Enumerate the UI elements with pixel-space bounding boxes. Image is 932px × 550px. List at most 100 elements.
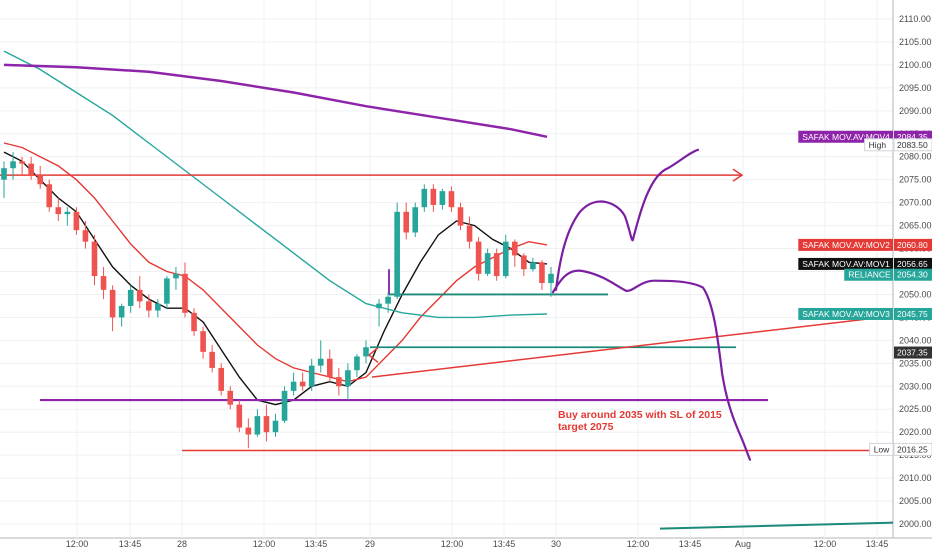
price-tag-value: 2083.50: [897, 140, 928, 150]
candle-body: [475, 241, 482, 274]
price-tag-value-bg: [893, 442, 932, 456]
candle-body: [354, 356, 360, 371]
price-tag-value: 2045.75: [897, 309, 928, 319]
candle-body: [100, 276, 107, 290]
candle-body: [376, 303, 382, 309]
x-tick-label: 12:00: [627, 539, 650, 549]
candle-body: [394, 211, 400, 297]
candle-body: [457, 207, 464, 226]
ma-line-mov2: [3, 142, 548, 383]
candle-body: [28, 163, 34, 176]
projection-path-1: [554, 148, 700, 291]
candle-body: [317, 358, 324, 366]
candle-body: [466, 225, 473, 242]
y-tick-label: 2065.00: [899, 221, 932, 231]
price-tag-name-bg: [798, 307, 893, 320]
resistance-arrowhead: [732, 168, 744, 182]
candle-body: [421, 188, 428, 208]
candle-body: [91, 241, 98, 277]
candle-body: [448, 191, 455, 208]
candle-body: [191, 312, 197, 332]
price-tag-value-bg: [894, 257, 932, 270]
x-tick-label: 30: [551, 539, 561, 549]
y-tick-label: 2075.00: [899, 175, 932, 185]
x-tick-label: Aug: [735, 539, 751, 549]
price-tag-name-bg: [869, 442, 894, 456]
projection-drawings: [551, 148, 752, 461]
candle-body: [363, 347, 369, 357]
candle-body: [493, 253, 500, 277]
candle-body: [521, 255, 527, 270]
candle-body: [272, 420, 279, 433]
candle-body: [109, 289, 116, 318]
candle-body: [1, 168, 7, 180]
candle-body: [82, 230, 89, 242]
candle-body: [412, 207, 419, 233]
y-tick-label: 2010.00: [899, 473, 932, 483]
price-tag-value: 2060.80: [897, 240, 928, 250]
candle-body: [502, 241, 509, 277]
price-tag-name-bg: [798, 257, 893, 270]
y-tick-label: 2020.00: [899, 427, 932, 437]
x-tick-label: 13:45: [866, 539, 889, 549]
candle-body: [484, 253, 491, 274]
chart-drawings: [0, 168, 894, 530]
candle-body: [227, 390, 234, 405]
price-tag-name: SAFAK MOV.AV:MOV2: [802, 240, 890, 250]
ma-line-mov3: [3, 50, 548, 319]
price-tag-name-bg: [864, 138, 894, 152]
x-tick-label: 12:00: [441, 539, 464, 549]
candle-body: [308, 365, 315, 387]
x-tick-label: 13:45: [305, 539, 328, 549]
candle-body: [73, 211, 80, 231]
price-tag-value-bg: [893, 138, 932, 152]
price-tag-value-bg: [894, 307, 932, 320]
candle-body: [281, 390, 288, 421]
y-tick-label: 2050.00: [899, 289, 932, 299]
candle-body: [530, 262, 536, 270]
y-tick-label: 2110.00: [899, 14, 931, 24]
y-tick-label: 2070.00: [899, 198, 932, 208]
candle-body: [236, 404, 243, 428]
price-tag-name-bg: [844, 268, 893, 281]
y-tick-label: 2025.00: [899, 404, 932, 414]
candlesticks: [1, 152, 554, 449]
projection-path-2: [551, 269, 752, 461]
y-tick-label: 2095.00: [899, 83, 932, 93]
price-tag-value: 2084.35: [897, 132, 928, 142]
candle-body: [164, 278, 170, 304]
candle-body: [254, 416, 261, 435]
candle-body: [218, 367, 224, 391]
price-tag-value-bg: [894, 346, 932, 359]
candle-body: [146, 301, 152, 311]
price-tag-name: Low: [874, 444, 890, 454]
candle-body: [548, 273, 554, 283]
candle-body: [403, 211, 409, 233]
candle-body: [173, 273, 179, 279]
ma-line-mov4: [3, 63, 548, 139]
y-tick-label: 2040.00: [899, 335, 932, 345]
candle-body: [385, 296, 391, 304]
annotation-line-2: target 2075: [558, 421, 614, 433]
candle-body: [345, 370, 351, 387]
candle-body: [118, 305, 125, 318]
y-tick-label: 2000.00: [899, 519, 932, 529]
candle-body: [200, 331, 206, 352]
x-axis-ticks: 12:00 13:45 28 12:00 13:45 29 12:00 13:45 30 12:0…: [66, 539, 889, 549]
candle-body: [327, 358, 333, 378]
y-tick-label: 2005.00: [899, 496, 932, 506]
candle-body: [439, 191, 446, 205]
x-tick-label: 12:00: [253, 539, 276, 549]
price-tag-name: RELIANCE: [848, 270, 891, 280]
candle-body: [263, 416, 270, 433]
candle-body: [430, 188, 437, 205]
candle-body: [155, 303, 161, 311]
candle-body: [46, 184, 53, 208]
price-tag-name: SAFAK MOV.AV:MOV3: [802, 309, 890, 319]
y-tick-label: 2030.00: [899, 381, 932, 391]
price-tag-value-bg: [894, 268, 932, 281]
candle-body: [245, 427, 252, 435]
price-tag-value: 2054.30: [897, 270, 928, 280]
